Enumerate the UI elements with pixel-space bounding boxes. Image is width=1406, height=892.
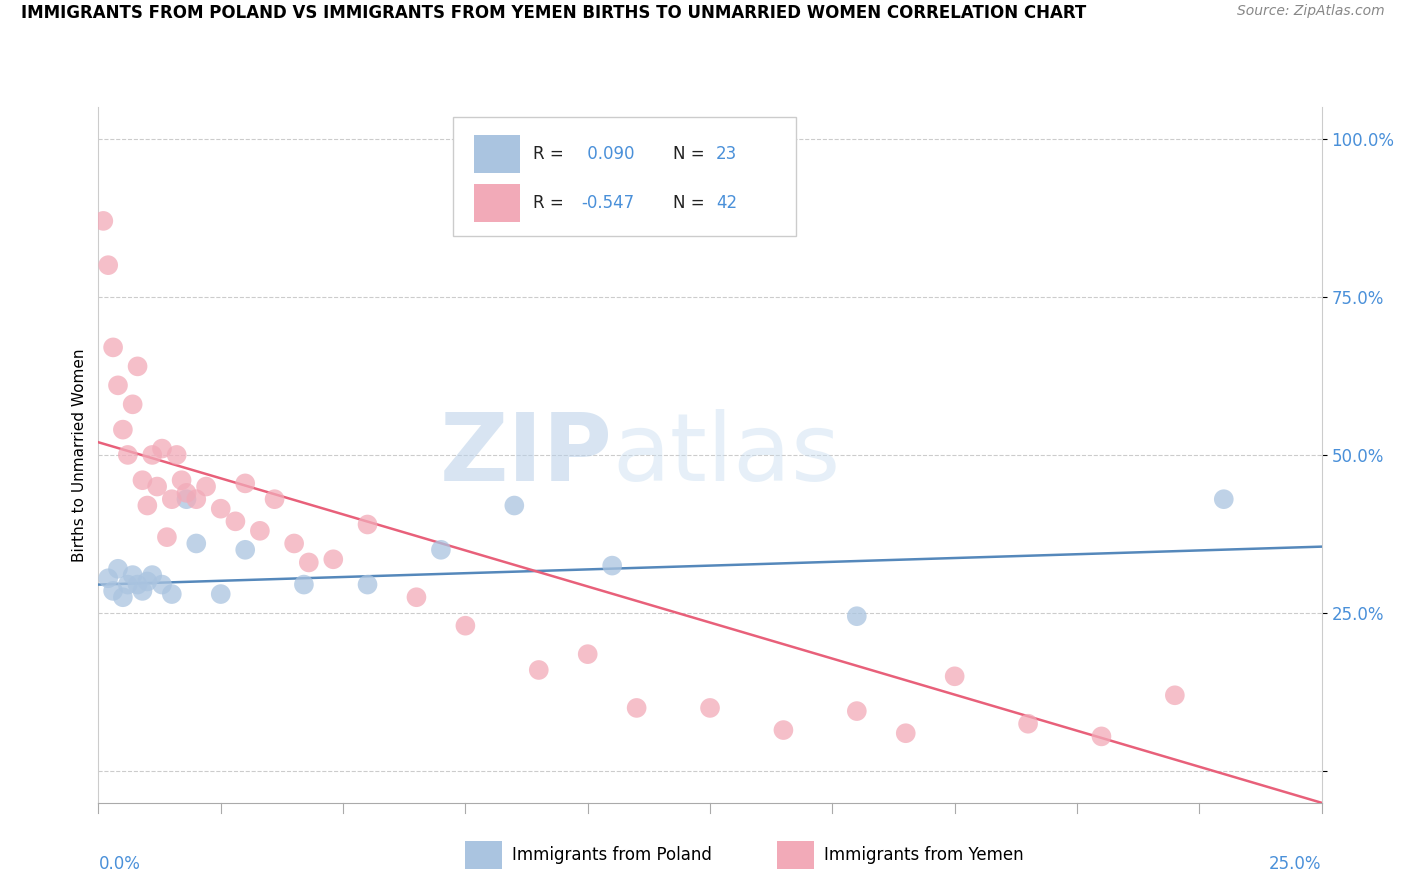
Point xyxy=(186,536,208,550)
Text: N =: N = xyxy=(673,194,710,212)
Text: ZIP: ZIP xyxy=(439,409,612,501)
Point xyxy=(127,577,149,591)
Point xyxy=(111,423,134,437)
Point xyxy=(845,704,868,718)
Point xyxy=(263,492,285,507)
Point xyxy=(283,536,305,550)
Point xyxy=(576,647,599,661)
Point xyxy=(101,340,124,354)
Point xyxy=(626,701,648,715)
Point xyxy=(600,558,623,573)
Point xyxy=(166,448,188,462)
Text: 42: 42 xyxy=(716,194,737,212)
Point xyxy=(233,476,256,491)
Point xyxy=(186,492,208,507)
Point xyxy=(146,479,169,493)
Text: 0.0%: 0.0% xyxy=(98,855,141,873)
Point xyxy=(1090,730,1112,744)
Point xyxy=(772,723,794,737)
Point xyxy=(176,486,198,500)
Point xyxy=(527,663,550,677)
Point xyxy=(170,473,193,487)
Bar xyxy=(465,841,502,869)
Point xyxy=(322,552,344,566)
Text: IMMIGRANTS FROM POLAND VS IMMIGRANTS FROM YEMEN BIRTHS TO UNMARRIED WOMEN CORREL: IMMIGRANTS FROM POLAND VS IMMIGRANTS FRO… xyxy=(21,4,1087,22)
Point xyxy=(97,571,120,585)
Text: 0.090: 0.090 xyxy=(582,145,634,162)
Text: Immigrants from Poland: Immigrants from Poland xyxy=(512,846,711,864)
Point xyxy=(141,448,163,462)
Point xyxy=(107,378,129,392)
Point xyxy=(111,591,134,605)
Point xyxy=(136,574,159,589)
Point xyxy=(117,577,139,591)
Point xyxy=(356,517,378,532)
Point xyxy=(298,556,321,570)
Bar xyxy=(474,135,520,173)
Point xyxy=(1212,492,1234,507)
Text: N =: N = xyxy=(673,145,710,162)
Text: 23: 23 xyxy=(716,145,737,162)
Point xyxy=(356,577,378,591)
Point xyxy=(131,473,153,487)
Bar xyxy=(778,841,814,869)
Text: Immigrants from Yemen: Immigrants from Yemen xyxy=(824,846,1024,864)
Point xyxy=(131,583,153,598)
Point xyxy=(503,499,526,513)
Point xyxy=(405,591,427,605)
Point xyxy=(1164,688,1187,702)
Point xyxy=(943,669,966,683)
Point xyxy=(845,609,868,624)
Point xyxy=(117,448,139,462)
Point xyxy=(121,568,143,582)
Text: R =: R = xyxy=(533,194,568,212)
Point xyxy=(454,618,477,632)
Text: -0.547: -0.547 xyxy=(582,194,634,212)
Point xyxy=(894,726,917,740)
Point xyxy=(209,501,232,516)
Point xyxy=(97,258,120,272)
Point xyxy=(430,542,453,557)
Point xyxy=(91,214,114,228)
Point xyxy=(150,577,173,591)
Point xyxy=(195,479,218,493)
Point xyxy=(121,397,143,411)
Point xyxy=(141,568,163,582)
Point xyxy=(1017,716,1039,731)
Text: 25.0%: 25.0% xyxy=(1270,855,1322,873)
Point xyxy=(224,514,246,528)
Point xyxy=(101,583,124,598)
FancyBboxPatch shape xyxy=(453,118,796,235)
Text: atlas: atlas xyxy=(612,409,841,501)
Point xyxy=(699,701,721,715)
Point xyxy=(156,530,179,544)
Point xyxy=(150,442,173,456)
Y-axis label: Births to Unmarried Women: Births to Unmarried Women xyxy=(72,348,87,562)
Point xyxy=(107,562,129,576)
Point xyxy=(233,542,256,557)
Text: Source: ZipAtlas.com: Source: ZipAtlas.com xyxy=(1237,4,1385,19)
Point xyxy=(249,524,271,538)
Point xyxy=(176,492,198,507)
Point xyxy=(292,577,315,591)
Bar xyxy=(474,184,520,222)
Point xyxy=(160,587,183,601)
Point xyxy=(209,587,232,601)
Text: R =: R = xyxy=(533,145,568,162)
Point xyxy=(160,492,183,507)
Point xyxy=(127,359,149,374)
Point xyxy=(136,499,159,513)
